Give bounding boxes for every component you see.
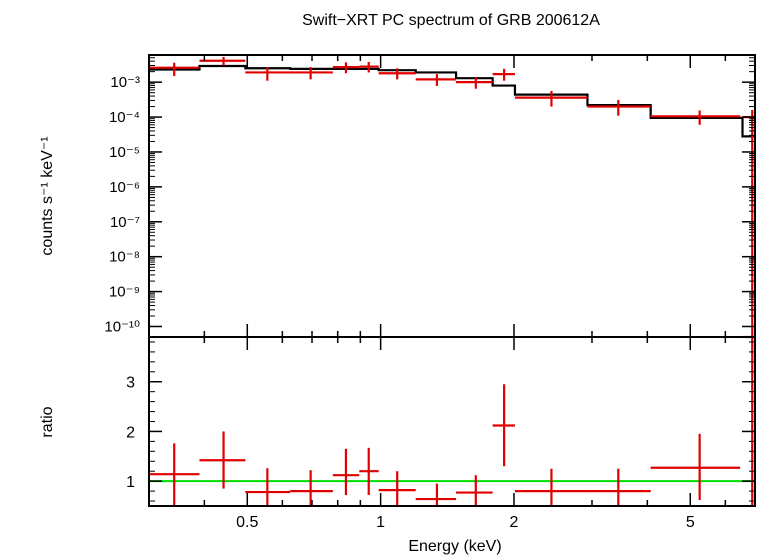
x-tick-label: 0.5 [236, 514, 258, 531]
spectrum-point [245, 67, 291, 81]
spectrum-point [290, 67, 333, 80]
ratio-tick-label: 3 [126, 375, 135, 392]
y-tick-label: 10⁻⁹ [109, 284, 140, 301]
ratio-ticks [148, 337, 756, 506]
spectrum-point [514, 90, 588, 107]
ratio-point [290, 470, 333, 506]
data-points [149, 56, 755, 337]
y-tick-label: 10⁻⁵ [109, 144, 140, 161]
ratio-point [199, 431, 246, 489]
y-tick-label: 10⁻⁷ [110, 214, 140, 231]
y-tick-label: 10⁻⁶ [109, 179, 140, 196]
ratio-point [492, 384, 515, 467]
spectrum-point [650, 110, 741, 125]
ratio-point [415, 483, 457, 506]
y-tick-label: 10⁻⁸ [109, 249, 140, 266]
ratio-point [587, 468, 651, 506]
ratio-point [359, 447, 379, 496]
spectrum-point [149, 62, 200, 77]
spectrum-frame [148, 54, 756, 338]
y-tick-label: 10⁻⁴ [109, 109, 140, 126]
y-axis-label-ratio: ratio [39, 406, 56, 437]
ratio-point [378, 471, 416, 506]
ratio-point [514, 468, 588, 506]
spectrum-point [456, 77, 493, 89]
spectrum-point [332, 62, 360, 74]
spectrum-panel [148, 54, 756, 338]
x-tick-label: 5 [686, 514, 695, 531]
y-tick-label: 10⁻¹⁰ [104, 318, 140, 335]
spectrum-point [378, 68, 416, 80]
ratio-point [332, 448, 360, 496]
spectrum-point [199, 56, 246, 66]
y-axis-label-counts: counts s⁻¹ keV⁻¹ [39, 136, 56, 255]
model-step-path [149, 64, 755, 138]
spectrum-point [587, 99, 651, 116]
x-axis-label: Energy (keV) [408, 538, 501, 555]
ratio-point [456, 475, 493, 506]
ratio-panel [148, 335, 756, 507]
ratio-points [149, 335, 755, 506]
y-tick-label: 10⁻³ [110, 74, 140, 91]
ratio-point [245, 468, 291, 506]
spectrum-ticks [148, 54, 756, 337]
spectrum-point [415, 74, 457, 86]
spectrum-point [359, 61, 379, 73]
spectrum-point [492, 68, 515, 81]
x-tick-label: 2 [510, 514, 519, 531]
chart-title: Swift−XRT PC spectrum of GRB 200612A [302, 12, 600, 29]
x-tick-label: 1 [376, 514, 385, 531]
model-step-line [149, 64, 755, 138]
ratio-tick-label: 2 [126, 424, 135, 441]
ratio-point [149, 443, 200, 506]
ratio-point [650, 433, 741, 501]
ratio-tick-label: 1 [126, 474, 135, 491]
